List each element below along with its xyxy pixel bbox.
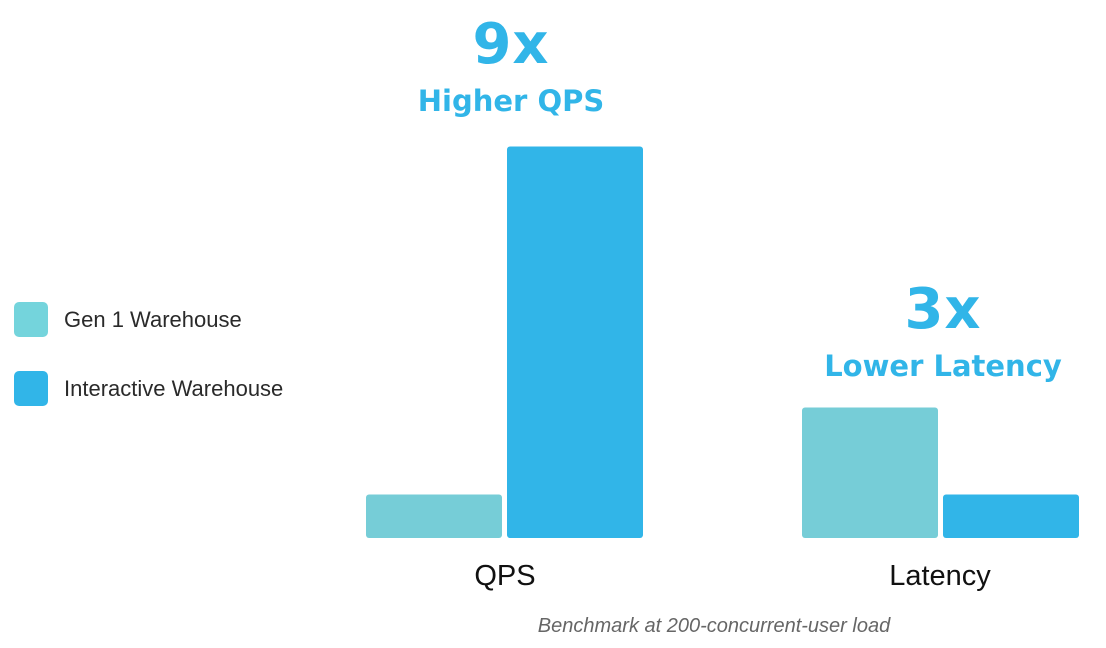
legend-item-gen1: Gen 1 Warehouse — [14, 302, 242, 337]
legend-swatch-interactive — [14, 371, 48, 406]
bar-latency-interactive — [943, 494, 1079, 538]
bar-qps-interactive — [507, 146, 643, 538]
legend-item-interactive: Interactive Warehouse — [14, 371, 283, 406]
category-label-latency: Latency — [889, 560, 991, 592]
annotation-qps-multiplier: 9x — [472, 12, 550, 77]
legend-swatch-gen1 — [14, 302, 48, 337]
chart-caption: Benchmark at 200-concurrent-user load — [537, 615, 891, 637]
bar-latency-gen1 — [802, 407, 938, 538]
bar-qps-gen1 — [366, 494, 502, 538]
annotation-qps-label: Higher QPS — [417, 84, 605, 118]
category-label-qps: QPS — [474, 560, 536, 592]
annotation-latency-multiplier: 3x — [904, 277, 982, 342]
legend-label-gen1: Gen 1 Warehouse — [64, 306, 242, 332]
legend-label-interactive: Interactive Warehouse — [64, 375, 284, 401]
annotation-latency-label: Lower Latency — [824, 349, 1062, 383]
